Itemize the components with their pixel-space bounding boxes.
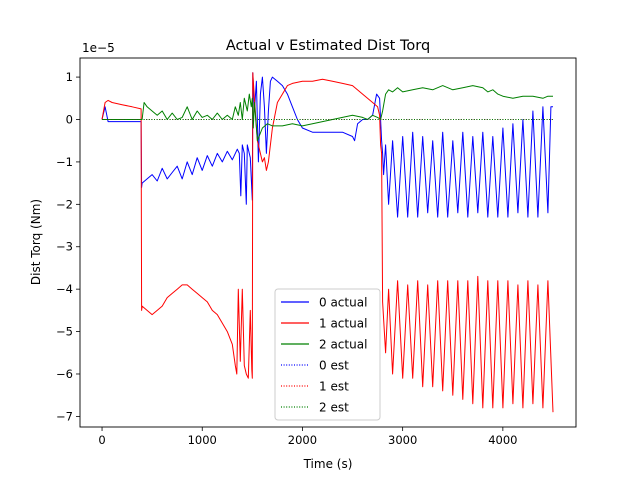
series-2-actual: [102, 85, 553, 142]
series-1-actual: [101, 72, 554, 413]
x-axis: 0 1000 2000 3000 4000: [98, 427, 517, 447]
y-tick-label: 0: [66, 113, 73, 127]
y-tick-label: −1: [56, 155, 73, 169]
legend-label: 1 est: [319, 380, 349, 394]
legend-label: 2 est: [319, 401, 349, 415]
plot-frame: [79, 57, 577, 428]
chart-title: Actual v Estimated Dist Torq: [226, 38, 430, 54]
y-tick-label: −5: [56, 325, 73, 339]
series-layer: [101, 72, 554, 413]
legend-label: 1 actual: [319, 317, 367, 331]
legend-label: 0 est: [319, 359, 349, 373]
x-tick-label: 1000: [188, 433, 217, 447]
legend-box: [274, 288, 381, 421]
y-scale-label: 1e−5: [82, 41, 115, 55]
y-tick-label: −3: [56, 240, 73, 254]
x-tick-label: 4000: [488, 433, 517, 447]
y-tick-label: 1: [66, 70, 73, 84]
legend-label: 0 actual: [319, 296, 367, 310]
legend: 0 actual 1 actual 2 actual 0 est 1 est 2 est: [274, 288, 381, 421]
y-tick-label: −6: [56, 367, 73, 381]
x-tick-label: 0: [98, 433, 105, 447]
y-axis: 1 0 −1 −2 −3 −4 −5 −6 −7: [56, 70, 80, 423]
x-axis-label: Time (s): [303, 457, 353, 471]
y-axis-label: Dist Torq (Nm): [29, 199, 43, 285]
y-tick-label: −4: [56, 282, 73, 296]
x-tick-label: 3000: [388, 433, 417, 447]
series-0-actual: [101, 72, 553, 218]
y-tick-label: −2: [56, 197, 73, 211]
x-tick-label: 2000: [288, 433, 317, 447]
legend-label: 2 actual: [319, 338, 367, 352]
y-tick-label: −7: [56, 409, 73, 423]
